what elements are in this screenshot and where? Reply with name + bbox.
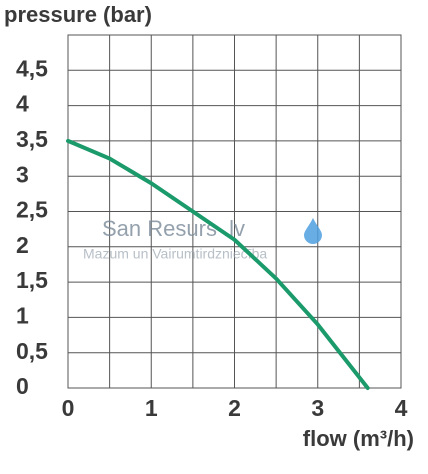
x-tick-label: 4 [395,395,408,421]
x-tick-label: 3 [311,395,324,421]
y-tick-label: 1,5 [16,267,48,293]
x-tick-label: 1 [145,395,158,421]
y-tick-label: 2,5 [16,197,48,223]
y-tick-label: 2 [16,232,29,258]
y-tick-label: 4,5 [16,55,48,81]
y-tick-label: 3 [16,161,29,187]
y-tick-label: 0 [16,373,29,399]
y-tick-label: 1 [16,302,29,328]
watermark: San Resurs .lv [102,216,245,241]
y-tick-label: 0,5 [16,338,48,364]
watermark-subtitle: Mazum un Vairumtirdzniecība [83,246,267,262]
curve [66,138,370,390]
y-tick-label: 3,5 [16,126,48,152]
x-tick-label: 2 [228,395,241,421]
x-tick-label: 0 [62,395,75,421]
y-tick-label: 4 [16,91,29,117]
watermark-drop [304,218,322,244]
y-axis-title: pressure (bar) [4,2,152,27]
x-axis-title: flow (m³/h) [303,426,414,451]
